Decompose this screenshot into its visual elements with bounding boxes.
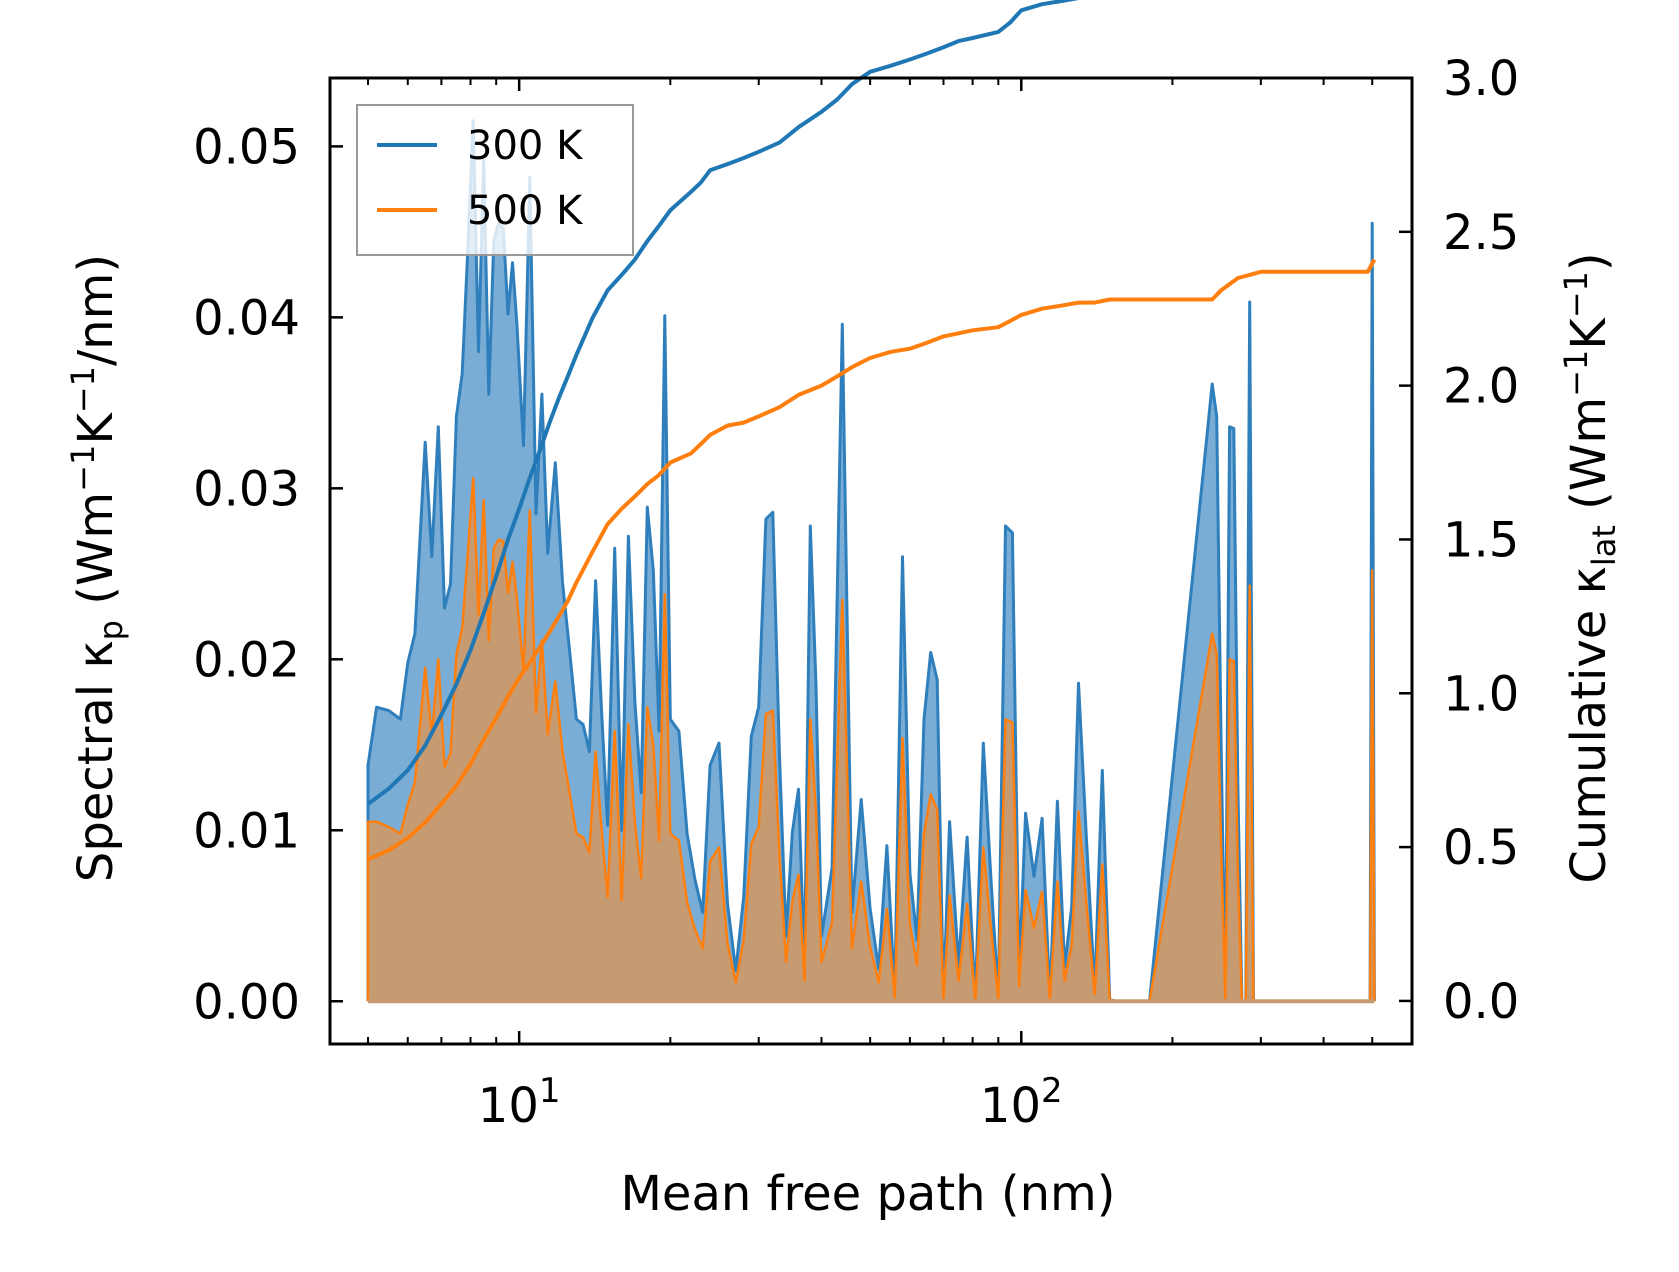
y-axis-left-title: Spectral κp (Wm−1K−1/nm): [64, 254, 130, 882]
y-right-tick-label: 0.0: [1443, 974, 1519, 1030]
x-tick-label-exponent: 2: [1041, 1071, 1063, 1111]
y-left-tick-label: 0.05: [193, 119, 300, 175]
y-right-tick-label: 3.0: [1443, 51, 1519, 107]
y-left-title-unit-k: K: [68, 412, 124, 445]
legend-label-500k: 500 K: [467, 188, 584, 234]
y-left-tick-label: 0.01: [193, 803, 300, 859]
y-right-title-main: Cumulative κ: [1561, 566, 1617, 884]
y-right-tick-label: 2.5: [1443, 205, 1519, 261]
legend-box: [356, 104, 634, 256]
tick-labels: 101 1020.000.010.020.030.040.050.00.51.01…: [193, 51, 1519, 1134]
y-left-title-unit-close: /nm): [68, 254, 124, 366]
y-left-title-exponent-1: −1: [64, 445, 102, 492]
y-left-title-unit-open: (Wm: [68, 492, 124, 620]
cumulative-line-500k: [367, 258, 1377, 862]
x-tick-label: 102: [980, 1071, 1063, 1134]
y-right-title-unit-open: (Wm: [1561, 397, 1617, 525]
spectral-fills: [366, 119, 1376, 1004]
y-left-title-exponent-2: −1: [64, 366, 102, 413]
y-right-tick-label: 0.5: [1443, 820, 1519, 876]
y-left-tick-label: 0.03: [193, 461, 300, 517]
y-right-title-exponent-1: −1: [1557, 350, 1595, 397]
y-left-tick-label: 0.00: [193, 974, 300, 1030]
y-left-title-main: Spectral κ: [68, 640, 124, 882]
y-axis-right-title: Cumulative κlat (Wm−1K−1): [1557, 252, 1623, 883]
y-right-title-subscript: lat: [1585, 525, 1623, 566]
x-tick-label-exponent: 1: [539, 1071, 561, 1111]
y-right-title-unit-k: K: [1561, 317, 1617, 350]
y-right-tick-label: 2.0: [1443, 359, 1519, 415]
y-left-tick-label: 0.04: [193, 290, 300, 346]
legend-label-300k: 300 K: [467, 123, 584, 169]
x-tick-label-base: 10: [980, 1078, 1041, 1134]
y-right-title-unit-close: ): [1561, 252, 1617, 271]
y-left-title-subscript: p: [92, 620, 130, 640]
plot-frame: [328, 76, 1414, 1046]
legend: 300 K 500 K: [356, 104, 634, 256]
x-tick-label: 101: [478, 1071, 561, 1134]
y-right-tick-label: 1.0: [1443, 666, 1519, 722]
y-right-title-exponent-2: −1: [1557, 271, 1595, 318]
cumulative-line-300k: [366, 0, 1095, 806]
y-left-tick-label: 0.02: [193, 632, 300, 688]
y-right-tick-label: 1.5: [1443, 512, 1519, 568]
x-tick-label-base: 10: [478, 1078, 539, 1134]
x-axis-title: Mean free path (nm): [621, 1166, 1116, 1222]
cumulative-curves: [366, 0, 1377, 862]
